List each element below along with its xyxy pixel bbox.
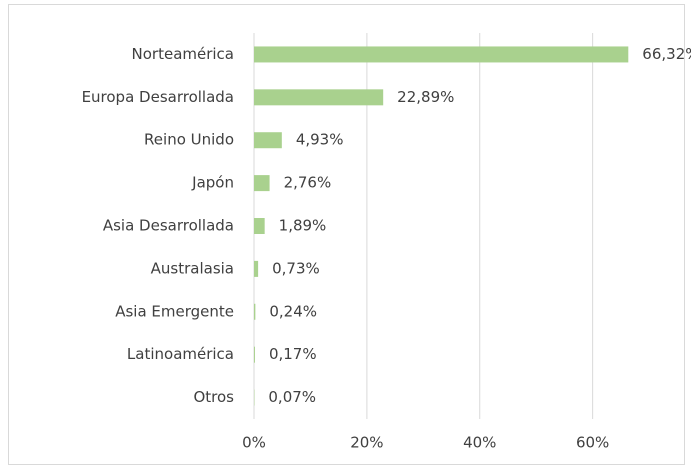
- value-label: 0,07%: [268, 388, 316, 406]
- x-tick-label: 20%: [350, 434, 383, 452]
- x-tick-label: 40%: [463, 434, 496, 452]
- y-tick-label: Europa Desarrollada: [82, 88, 234, 106]
- x-tick-label: 60%: [576, 434, 609, 452]
- y-tick-label: Australasia: [151, 259, 234, 277]
- y-tick-label: Asia Emergente: [115, 302, 234, 320]
- bar: [254, 304, 255, 320]
- value-label: 0,17%: [269, 345, 317, 363]
- y-tick-label: Reino Unido: [144, 131, 234, 149]
- value-label: 66,32%: [642, 45, 691, 63]
- chart-frame: [9, 5, 685, 465]
- bar: [254, 132, 282, 148]
- bar: [254, 347, 255, 363]
- bar: [254, 175, 270, 191]
- y-tick-label: Asia Desarrollada: [103, 217, 234, 235]
- value-label: 22,89%: [397, 88, 454, 106]
- y-tick-label: Norteamérica: [132, 45, 234, 63]
- bar: [254, 218, 265, 234]
- y-tick-label: Latinoamérica: [127, 345, 234, 363]
- value-label: 2,76%: [284, 174, 332, 192]
- y-tick-label: Otros: [193, 388, 234, 406]
- value-label: 4,93%: [296, 131, 344, 149]
- value-label: 1,89%: [279, 217, 327, 235]
- y-tick-label: Japón: [191, 174, 234, 192]
- x-tick-label: 0%: [242, 434, 266, 452]
- bar: [254, 261, 258, 277]
- value-label: 0,24%: [269, 302, 317, 320]
- bar: [254, 89, 383, 105]
- value-label: 0,73%: [272, 259, 320, 277]
- bar: [254, 46, 628, 62]
